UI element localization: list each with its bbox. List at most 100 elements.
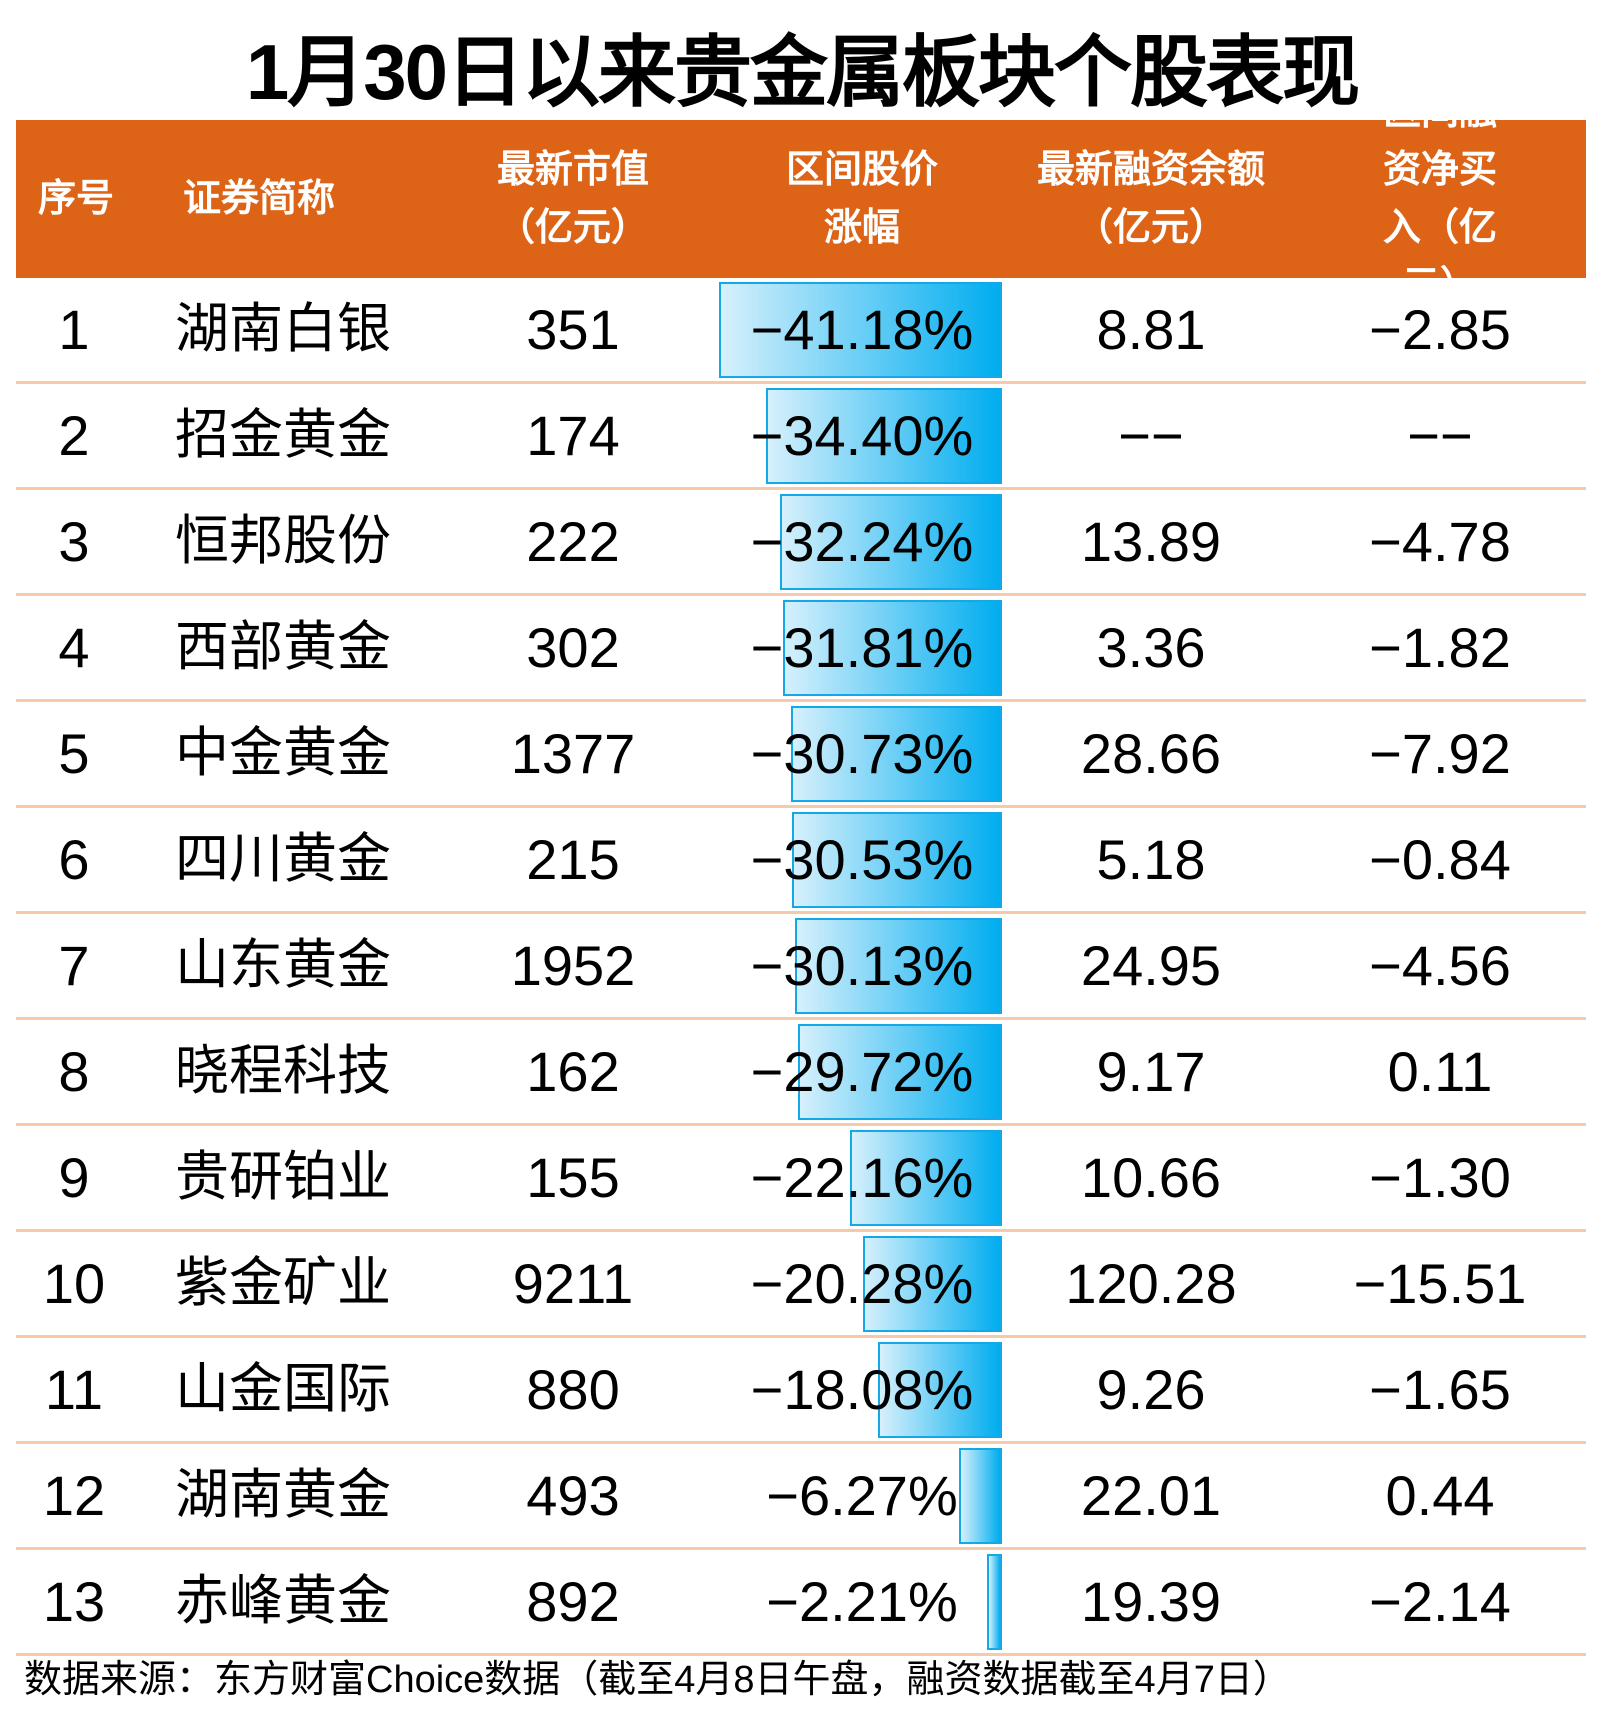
stock-name: 山东黄金 [175,935,391,995]
header-mcap-line1: 最新市值 [496,149,650,191]
table-header: 序号 证券简称 最新市值 （亿元） 区间股价 涨幅 最新融资余额 （亿元） 区间融资净… [16,91,1586,307]
stock-name: 中金黄金 [175,723,391,783]
market-cap: 493 [526,1464,620,1527]
price-change: −18.08% [750,1358,974,1421]
net-margin-buy: −1.30 [1369,1146,1511,1209]
margin-balance: 9.17 [1096,1040,1206,1103]
row-number: 2 [58,404,90,467]
header-name-label: 证券简称 [182,178,336,220]
row-number: 4 [58,616,90,679]
net-margin-buy: 0.11 [1387,1040,1493,1103]
market-cap: 174 [526,404,620,467]
market-cap: 1377 [510,722,636,785]
table-row: 10 紫金矿业 9211 −20.28% 120.28 −15.51 [16,1232,1586,1338]
stock-name: 西部黄金 [175,617,391,677]
table-row: 1 湖南白银 351 −41.18% 8.81 −2.85 [16,278,1586,384]
net-margin-buy: −1.82 [1369,616,1511,679]
table-row: 8 晓程科技 162 −29.72% 9.17 0.11 [16,1020,1586,1126]
header-margin-line2: （亿元） [1074,207,1228,249]
price-change: −30.13% [750,934,974,997]
change-bar [862,1236,1002,1332]
table-row: 4 西部黄金 302 −31.81% 3.36 −1.82 [16,596,1586,702]
margin-balance: −− [1118,404,1184,467]
table-row: 11 山金国际 880 −18.08% 9.26 −1.65 [16,1338,1586,1444]
net-margin-buy: −15.51 [1353,1252,1527,1315]
header-no-label: 序号 [37,178,115,220]
header-mcap: 最新市值 （亿元） [497,120,649,278]
change-bar [783,600,1002,696]
header-net-line1: 区间融资净买 [1382,91,1497,191]
net-margin-buy: 0.44 [1385,1464,1495,1527]
market-cap: 351 [526,298,620,361]
row-number: 11 [44,1358,104,1421]
row-number: 13 [42,1570,106,1633]
change-bar [790,706,1002,802]
margin-balance: 8.81 [1096,298,1206,361]
header-margin: 最新融资余额 （亿元） [1037,120,1265,278]
table-row: 2 招金黄金 174 −34.40% −− −− [16,384,1586,490]
page-title: 1月30日以来贵金属板块个股表现 [245,28,1360,116]
header-margin-line1: 最新融资余额 [1036,149,1266,191]
stock-name: 紫金矿业 [175,1253,391,1313]
net-margin-buy: −2.85 [1369,298,1511,361]
change-bar [797,1024,1002,1120]
row-number: 5 [58,722,90,785]
stock-name: 山金国际 [175,1359,391,1419]
header-name: 证券简称 [183,120,335,278]
margin-balance: 24.95 [1080,934,1222,997]
market-cap: 302 [526,616,620,679]
market-cap: 215 [526,828,620,891]
price-change: −30.53% [750,828,974,891]
table-row: 9 贵研铂业 155 −22.16% 10.66 −1.30 [16,1126,1586,1232]
table-row: 5 中金黄金 1377 −30.73% 28.66 −7.92 [16,702,1586,808]
price-change: −22.16% [750,1146,974,1209]
header-net: 区间融资净买 入（亿元） [1367,91,1513,307]
market-cap: 892 [526,1570,620,1633]
row-number: 12 [42,1464,106,1527]
margin-balance: 22.01 [1080,1464,1222,1527]
margin-balance: 10.66 [1080,1146,1222,1209]
header-net-line2: 入（亿元） [1382,207,1497,307]
change-bar [780,494,1002,590]
stock-name: 湖南白银 [175,299,391,359]
margin-balance: 5.18 [1096,828,1206,891]
table-row: 13 赤峰黄金 892 −2.21% 19.39 −2.14 [16,1550,1586,1656]
price-change: −2.21% [766,1570,958,1633]
stock-name: 恒邦股份 [175,511,391,571]
table-row: 12 湖南黄金 493 −6.27% 22.01 0.44 [16,1444,1586,1550]
change-bar [877,1342,1002,1438]
stock-name: 四川黄金 [175,829,391,889]
row-number: 10 [42,1252,106,1315]
price-change: −41.18% [750,298,974,361]
stock-name: 湖南黄金 [175,1465,391,1525]
margin-balance: 3.36 [1096,616,1206,679]
market-cap: 162 [526,1040,620,1103]
net-margin-buy: −1.65 [1369,1358,1511,1421]
margin-balance: 19.39 [1080,1570,1222,1633]
change-bar [986,1554,1002,1650]
margin-balance: 9.26 [1096,1358,1206,1421]
stock-name: 晓程科技 [175,1041,391,1101]
header-mcap-line2: （亿元） [496,207,650,249]
market-cap: 9211 [512,1252,634,1315]
price-change: −34.40% [750,404,974,467]
net-margin-buy: −7.92 [1369,722,1511,785]
source-note: 数据来源：东方财富Choice数据（截至4月8日午盘，融资数据截至4月7日） [24,1659,1291,1701]
row-number: 1 [58,298,90,361]
table-row: 3 恒邦股份 222 −32.24% 13.89 −4.78 [16,490,1586,596]
stock-name: 贵研铂业 [175,1147,391,1207]
market-cap: 222 [526,510,620,573]
price-change: −30.73% [750,722,974,785]
row-number: 8 [58,1040,90,1103]
price-change: −20.28% [750,1252,974,1315]
market-cap: 1952 [510,934,636,997]
header-chg-line1: 区间股价 [785,149,939,191]
net-margin-buy: −2.14 [1369,1570,1511,1633]
table-row: 6 四川黄金 215 −30.53% 5.18 −0.84 [16,808,1586,914]
table-row: 7 山东黄金 1952 −30.13% 24.95 −4.56 [16,914,1586,1020]
change-bar [794,918,1002,1014]
margin-balance: 28.66 [1080,722,1222,785]
price-change: −6.27% [766,1464,958,1527]
stock-name: 赤峰黄金 [175,1571,391,1631]
margin-balance: 13.89 [1080,510,1222,573]
